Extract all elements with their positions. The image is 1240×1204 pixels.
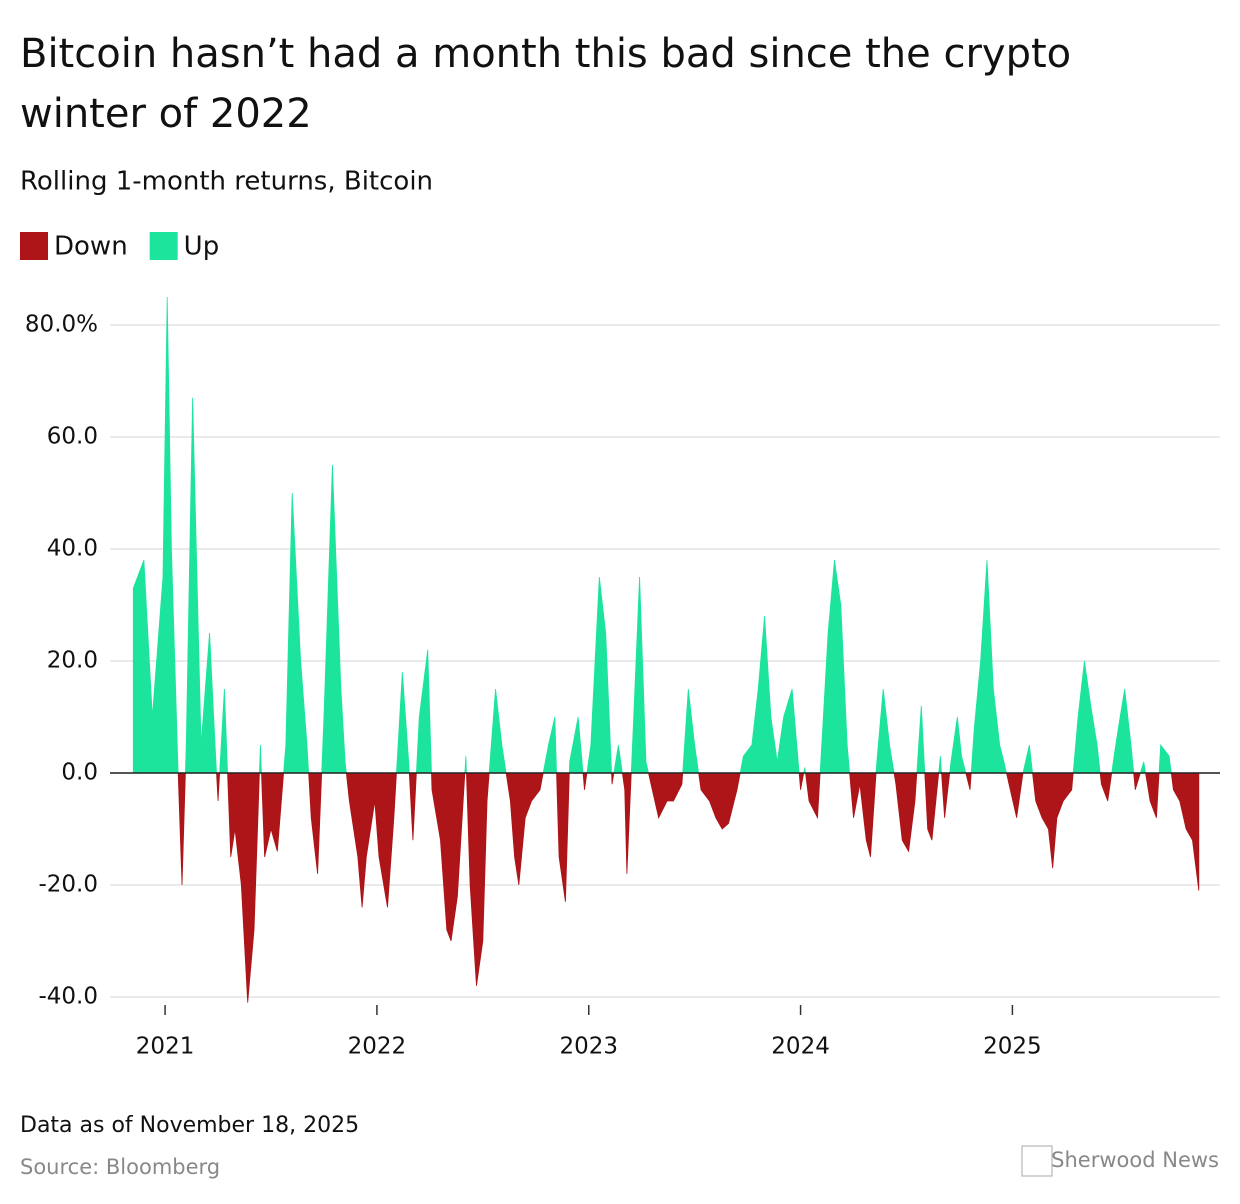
- y-tick-label: 20.0: [47, 648, 98, 674]
- legend-swatch: [20, 232, 48, 260]
- area-up: [132, 296, 1200, 773]
- note: Data as of November 18, 2025: [20, 1113, 359, 1138]
- y-tick-label: 60.0: [47, 424, 98, 450]
- legend-swatch: [149, 232, 178, 260]
- y-tick-label: -40.0: [38, 984, 98, 1010]
- logo-icon: [1021, 1145, 1053, 1177]
- y-tick-label: -20.0: [38, 872, 98, 898]
- brand: Sherwood News: [1051, 1148, 1219, 1172]
- y-tick-label: 0.0: [61, 760, 98, 786]
- y-tick-label: 80.0%: [25, 312, 98, 338]
- legend-label: Down: [54, 232, 128, 262]
- chart-title: Bitcoin hasn’t had a month this bad sinc…: [20, 31, 1072, 137]
- x-tick-label: 2023: [559, 1034, 618, 1060]
- area-down: [132, 773, 1200, 1003]
- legend-label: Up: [184, 232, 220, 262]
- subtitle: Rolling 1-month returns, Bitcoin: [20, 167, 433, 197]
- source: Source: Bloomberg: [20, 1155, 220, 1179]
- y-tick-label: 40.0: [47, 536, 98, 562]
- x-tick-label: 2024: [771, 1034, 830, 1060]
- x-tick-label: 2025: [983, 1034, 1042, 1060]
- x-tick-label: 2022: [348, 1034, 407, 1060]
- x-tick-label: 2021: [136, 1034, 195, 1060]
